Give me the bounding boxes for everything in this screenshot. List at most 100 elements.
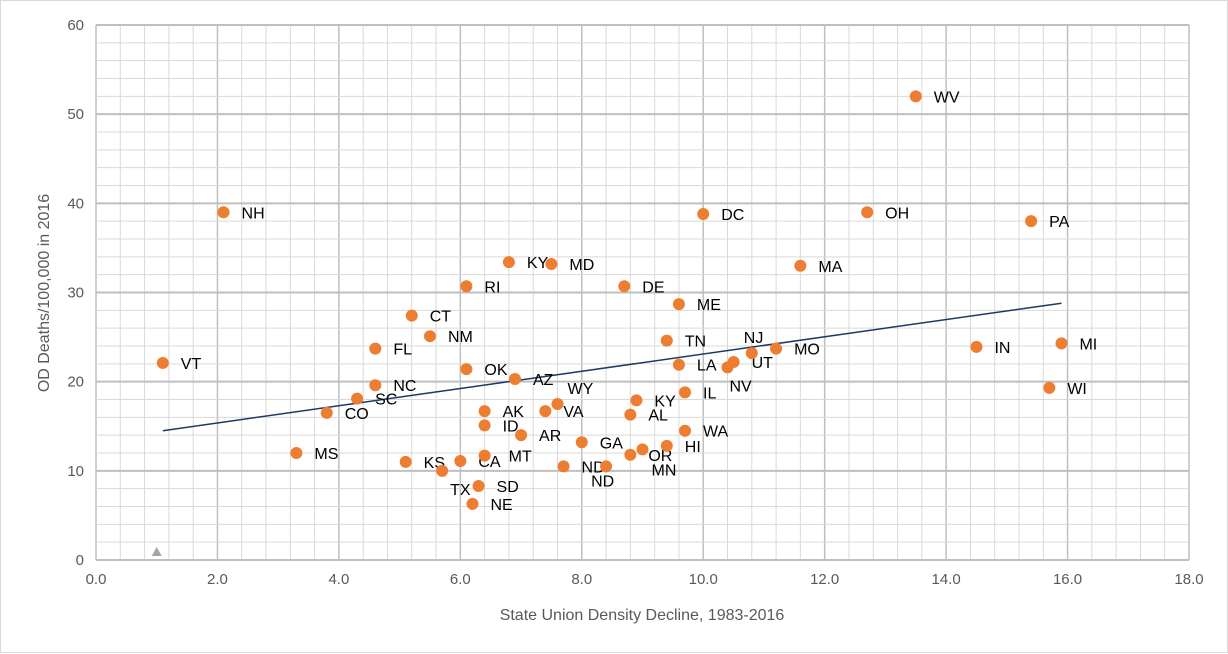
data-label: TN [685, 334, 706, 351]
data-label: SC [375, 392, 397, 409]
data-label: NV [730, 378, 753, 395]
data-label: NJ [744, 330, 764, 347]
y-tick-label: 50 [67, 106, 84, 123]
y-tick-label: 30 [67, 285, 84, 302]
data-label: KY [527, 255, 549, 272]
data-label: ID [503, 418, 519, 435]
y-tick-label: 10 [67, 463, 84, 480]
y-tick-label: 40 [67, 195, 84, 212]
x-tick-label: 12.0 [810, 571, 839, 588]
data-label: CO [345, 406, 369, 423]
data-label: WI [1067, 381, 1087, 398]
x-tick-label: 2.0 [207, 571, 228, 588]
data-label: AR [539, 428, 561, 445]
data-label: NM [448, 329, 473, 346]
y-tick-label: 20 [67, 374, 84, 391]
data-label: MD [569, 257, 594, 274]
data-label: ND [582, 459, 605, 476]
data-point [478, 405, 491, 418]
y-tick-label: 60 [67, 17, 84, 34]
data-point [679, 386, 692, 399]
data-point [399, 455, 412, 468]
data-point [697, 208, 710, 221]
data-point [630, 394, 643, 407]
data-point [460, 280, 473, 293]
data-label: WA [703, 424, 729, 441]
data-label: PA [1049, 214, 1069, 231]
data-point [636, 443, 649, 456]
data-point [320, 406, 333, 419]
data-label: OR [648, 448, 672, 465]
data-label: MS [314, 446, 338, 463]
data-point [727, 356, 740, 369]
gridlines [95, 24, 1190, 561]
data-point [423, 330, 436, 343]
data-point [515, 429, 528, 442]
triangle-marker [151, 546, 162, 556]
data-label: OK [484, 362, 507, 379]
data-point [436, 464, 449, 477]
x-axis-title: State Union Density Decline, 1983-2016 [500, 607, 785, 624]
data-point [369, 379, 382, 392]
data-point [600, 460, 613, 473]
data-point [351, 392, 364, 405]
data-label: DC [721, 207, 744, 224]
data-label: IL [703, 385, 716, 402]
data-label: ND [591, 473, 614, 490]
data-label: SD [497, 479, 519, 496]
x-tick-label: 16.0 [1053, 571, 1082, 588]
data-point [1025, 215, 1038, 228]
data-label: CT [430, 309, 452, 326]
data-point [672, 358, 685, 371]
data-label: HI [685, 439, 701, 456]
y-axis-title: OD Deaths/100,000 in 2016 [36, 194, 53, 392]
x-tick-label: 6.0 [450, 571, 471, 588]
data-label: UT [752, 355, 774, 372]
data-label: MI [1079, 336, 1097, 353]
data-point [466, 497, 479, 510]
data-label: RI [484, 279, 500, 296]
data-label: WV [934, 89, 960, 106]
data-point [1043, 381, 1056, 394]
data-point [624, 448, 637, 461]
data-point [909, 90, 922, 103]
data-point [472, 479, 485, 492]
data-label: NC [393, 378, 416, 395]
data-points: VTNHMSCOSCNCFLCTNMKSTXCAOKRISDNEAKIDMTKY… [151, 89, 1097, 556]
data-label: OH [885, 205, 909, 222]
data-label: WY [567, 381, 593, 398]
data-label: AZ [533, 372, 554, 389]
data-point [557, 460, 570, 473]
x-tick-label: 8.0 [571, 571, 592, 588]
data-point [478, 449, 491, 462]
data-label: LA [697, 358, 717, 375]
data-label: MN [652, 462, 677, 479]
x-tick-label: 0.0 [86, 571, 107, 588]
data-point [551, 397, 564, 410]
data-label: IN [994, 340, 1010, 357]
x-tick-label: 14.0 [932, 571, 961, 588]
data-point [618, 280, 631, 293]
data-point [539, 405, 552, 418]
data-label: NH [242, 205, 265, 222]
data-point [1055, 337, 1068, 350]
data-point [290, 447, 303, 459]
y-tick-label: 0 [76, 552, 84, 569]
data-label: TX [450, 482, 471, 499]
trendline [162, 302, 1062, 432]
data-point [478, 419, 491, 432]
data-label: MT [509, 449, 532, 466]
data-point [794, 259, 807, 272]
data-label: ME [697, 297, 721, 314]
data-point [679, 424, 692, 437]
data-label: VT [181, 356, 202, 373]
data-point [970, 340, 983, 353]
data-label: KY [654, 393, 676, 410]
data-point [770, 342, 783, 355]
data-point [861, 206, 874, 219]
x-tick-label: 4.0 [328, 571, 349, 588]
data-point [660, 334, 673, 347]
data-point [369, 342, 382, 355]
data-point [672, 298, 685, 311]
